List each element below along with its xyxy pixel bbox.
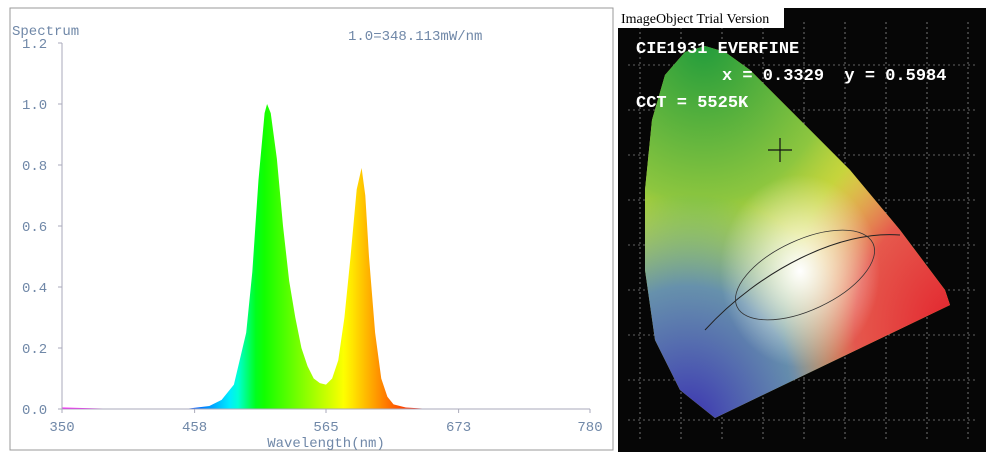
annotation: 1.0=348.113mW/nm: [348, 29, 482, 45]
y-tick-label: 1.0: [22, 98, 47, 114]
x-tick-label: 350: [49, 420, 74, 436]
y-tick-label: 0.4: [22, 281, 47, 297]
x-tick-label: 458: [182, 420, 207, 436]
watermark: ImageObject Trial Version: [621, 12, 769, 27]
crosshair: [768, 138, 792, 162]
spectrum-plot: 0.0 0.2 0.4 0.6 0.8 1.0 1.2 350 458 565 673 780: [22, 37, 603, 436]
cie-coordinates: x = 0.3329 y = 0.5984: [722, 67, 946, 86]
x-tick-label: 673: [446, 420, 471, 436]
cie-cct: CCT = 5525K: [636, 94, 749, 113]
y-tick-label: 1.2: [22, 37, 47, 53]
cie-heading: CIE1931 EVERFINE: [636, 40, 799, 59]
x-axis-label: Wavelength(nm): [267, 436, 385, 452]
x-tick-label: 565: [313, 420, 338, 436]
y-tick-label: 0.0: [22, 403, 47, 419]
watermark-box: [618, 8, 784, 28]
y-tick-label: 0.8: [22, 159, 47, 175]
y-tick-label: 0.6: [22, 220, 47, 236]
x-tick-label: 780: [577, 420, 602, 436]
cie-panel: ImageObject Trial Version CIE1931 EVERFI…: [618, 8, 986, 452]
chart-title: Spectrum: [12, 24, 79, 40]
y-tick-label: 0.2: [22, 342, 47, 358]
